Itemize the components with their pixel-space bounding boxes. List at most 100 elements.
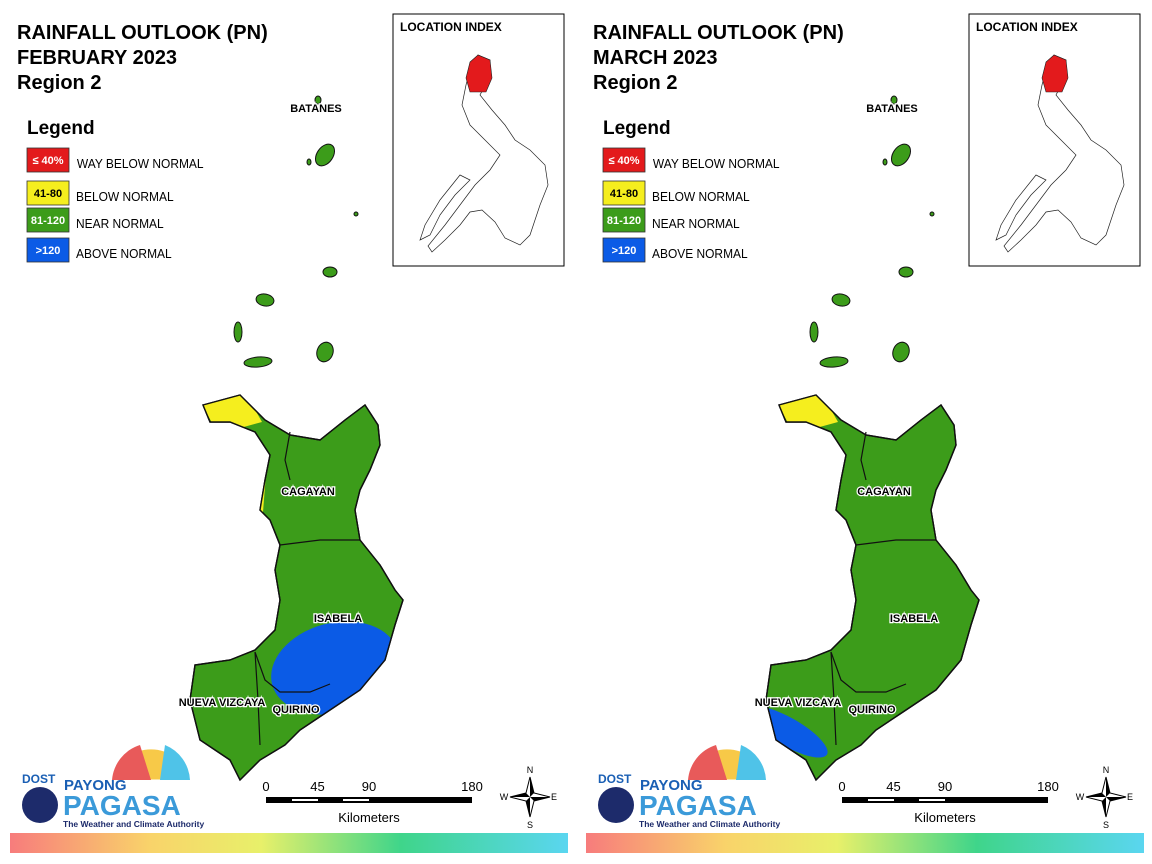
- compass-letter: S: [1103, 820, 1109, 830]
- logo-pagasa: PAGASA: [63, 790, 181, 821]
- compass-letter: E: [1127, 792, 1133, 802]
- island: [809, 321, 819, 343]
- province-label: BATANES: [290, 103, 342, 115]
- legend-swatch: [602, 207, 646, 233]
- index-country: [995, 54, 1125, 253]
- island: [314, 95, 322, 105]
- province-label: ISABELA: [314, 613, 362, 625]
- logo-dost: DOST: [22, 772, 56, 786]
- title-line: Region 2: [17, 72, 101, 94]
- index-title: LOCATION INDEX: [976, 20, 1078, 34]
- scale-unit: Kilometers: [914, 810, 976, 825]
- province-label: NUEVA VIZCAYA: [179, 697, 266, 709]
- scale-segment: [292, 799, 318, 801]
- legend-text: ABOVE NORMAL: [76, 247, 172, 262]
- island: [819, 356, 849, 368]
- province-label: ISABELA: [890, 613, 938, 625]
- island: [882, 158, 888, 166]
- scale-label: 45: [886, 779, 900, 794]
- legend-text: WAY BELOW NORMAL: [653, 157, 780, 172]
- logo-tagline: The Weather and Climate Authority: [639, 819, 780, 829]
- scale-label: 180: [1037, 779, 1059, 794]
- compass-letter: N: [527, 765, 534, 775]
- scale-label: 0: [262, 779, 269, 794]
- compass-inner: [1086, 777, 1126, 817]
- legend-swatch: [26, 207, 70, 233]
- province-label: NUEVA VIZCAYA: [755, 697, 842, 709]
- index-title: LOCATION INDEX: [400, 20, 502, 34]
- boundary: [830, 431, 936, 746]
- title-line: RAINFALL OUTLOOK (PN): [593, 22, 844, 44]
- logo-pagasa: PAGASA: [639, 790, 757, 821]
- island: [314, 143, 336, 167]
- legend-swatch: [602, 147, 646, 173]
- scale-label: 180: [461, 779, 483, 794]
- island: [353, 211, 359, 217]
- index-country: [419, 54, 549, 253]
- island: [316, 341, 334, 363]
- index-region: [1041, 54, 1069, 93]
- island: [892, 341, 910, 363]
- province-label: CAGAYAN: [281, 486, 335, 498]
- umbrella-left: [112, 745, 151, 780]
- legend-swatch: [26, 180, 70, 206]
- island: [255, 293, 275, 307]
- legend-label: >120: [612, 245, 637, 257]
- scale-segment: [868, 799, 894, 801]
- scale-unit: Kilometers: [338, 810, 400, 825]
- color-band: [586, 833, 1144, 853]
- title-line: FEBRUARY 2023: [17, 47, 177, 69]
- legend-text: BELOW NORMAL: [652, 190, 750, 205]
- scale-label: 90: [362, 779, 376, 794]
- island: [898, 266, 914, 278]
- title-line: MARCH 2023: [593, 47, 717, 69]
- island: [890, 95, 898, 105]
- panel: RAINFALL OUTLOOK (PN) FEBRUARY 2023 Region…: [10, 13, 568, 853]
- legend-title: Legend: [27, 118, 95, 139]
- legend-text: WAY BELOW NORMAL: [77, 157, 204, 172]
- legend-label: 81-120: [607, 215, 641, 227]
- island: [831, 293, 851, 307]
- title-line: Region 2: [593, 72, 677, 94]
- logo-seal: [598, 787, 634, 823]
- color-band: [10, 833, 568, 853]
- legend-text: BELOW NORMAL: [76, 190, 174, 205]
- index-box: [968, 13, 1141, 267]
- legend-label: ≤ 40%: [32, 155, 63, 167]
- compass-letter: E: [551, 792, 557, 802]
- scale-label: 45: [310, 779, 324, 794]
- legend-title: Legend: [603, 118, 671, 139]
- legend-label: >120: [36, 245, 61, 257]
- logo-tagline: The Weather and Climate Authority: [63, 819, 204, 829]
- compass-letter: W: [1076, 792, 1085, 802]
- province-area: [189, 394, 404, 782]
- compass-letter: N: [1103, 765, 1110, 775]
- province-outline: [765, 394, 980, 782]
- legend-label: 81-120: [31, 215, 65, 227]
- umbrella-right: [736, 745, 766, 780]
- logo-payong: PAYONG: [64, 777, 127, 794]
- panel: RAINFALL OUTLOOK (PN) MARCH 2023 Region 2 L…: [586, 13, 1144, 853]
- island: [929, 211, 935, 217]
- title-line: RAINFALL OUTLOOK (PN): [17, 22, 268, 44]
- island: [233, 321, 243, 343]
- province-label: QUIRINO: [272, 704, 320, 716]
- logo-seal: [22, 787, 58, 823]
- index-region: [465, 54, 493, 93]
- legend-text: ABOVE NORMAL: [652, 247, 748, 262]
- province-label: CAGAYAN: [857, 486, 911, 498]
- island: [243, 356, 273, 368]
- logo-payong: PAYONG: [640, 777, 703, 794]
- legend-swatch: [26, 147, 70, 173]
- island: [306, 158, 312, 166]
- province-label: QUIRINO: [848, 704, 896, 716]
- legend-label: 41-80: [34, 188, 62, 200]
- province-outline: [189, 394, 404, 782]
- umbrella-left: [688, 745, 727, 780]
- legend-label: ≤ 40%: [608, 155, 639, 167]
- umbrella-right: [160, 745, 190, 780]
- compass-inner: [510, 777, 550, 817]
- logo-dost: DOST: [598, 772, 632, 786]
- island: [890, 143, 912, 167]
